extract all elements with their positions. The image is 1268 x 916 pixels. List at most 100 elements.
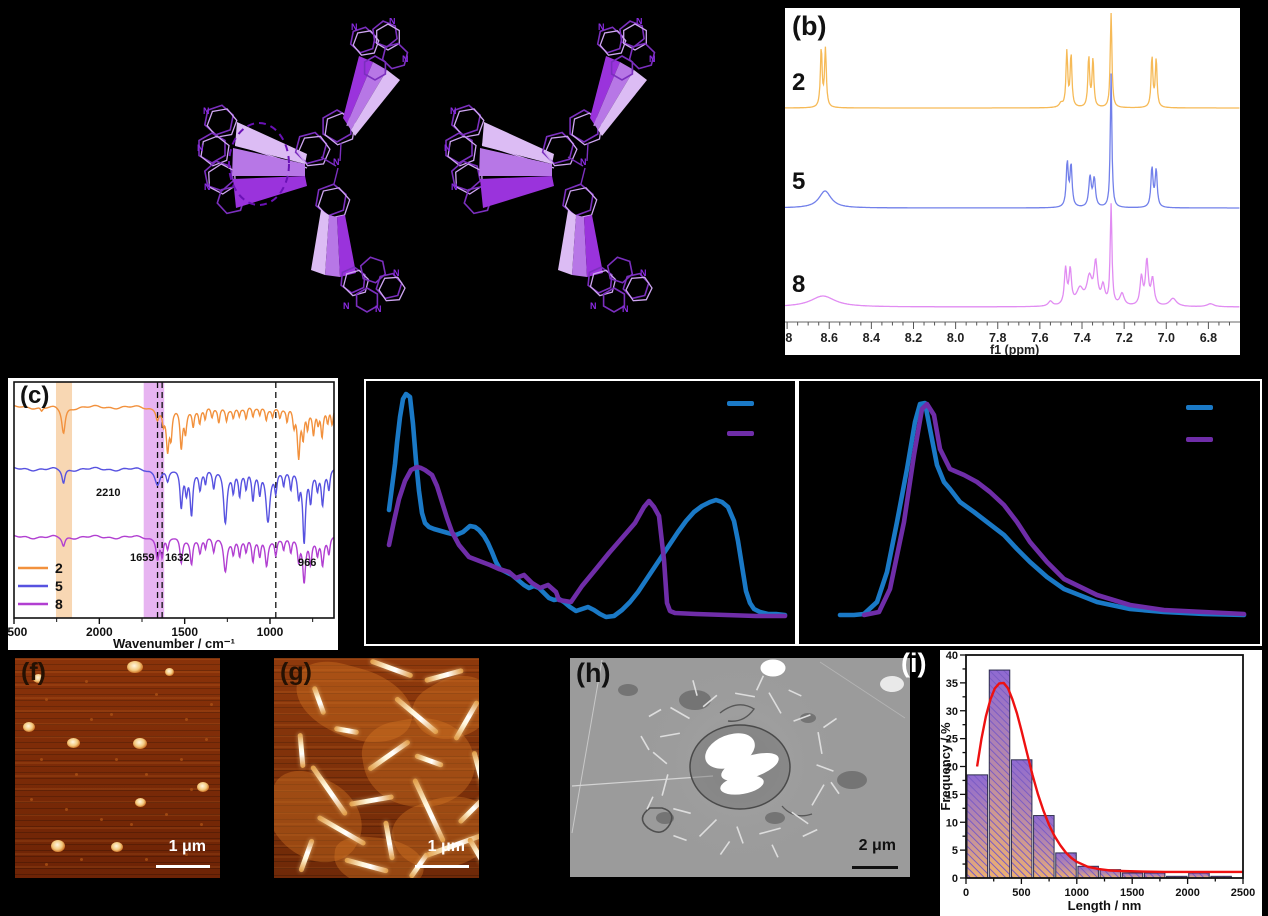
hist-bar [966,774,989,879]
afm-particle [67,738,80,748]
molecule-ring-shadow [447,135,477,167]
sem-nanorod [771,844,779,858]
panel-emission [797,379,1262,646]
sem-dark-patch [800,713,816,723]
nmr-x-tick-label: 8.6 [821,331,838,345]
molecule-ring [445,132,473,164]
sem-dark-patch [656,812,674,824]
sem-nanorod [791,811,809,825]
dashed-highlight-circle [228,122,290,206]
atom-label-N: N [375,304,382,313]
afm-particle [23,722,35,732]
sem-nanorod [768,692,782,714]
panel-g-label: (g) [280,658,312,686]
sem-nanorod [648,708,662,718]
afm-speck [200,823,203,826]
molecule-ring-shadow [625,276,653,302]
sem-nanorod [673,834,687,842]
sem-thread [571,775,714,787]
wedge-dark [233,176,307,208]
afm-1-scalebar-label: 1 μm [168,838,206,855]
hist-x-tick-label: 1500 [1120,887,1144,899]
absorption-legend-swatch-purple [727,431,754,436]
emission-legend-swatch-purple [1186,437,1213,442]
nmr-x-tick-label: 8.0 [947,331,964,345]
afm-speck [75,773,78,776]
ir-x-tick-label: 2000 [86,625,113,639]
sem-bright-crystal [720,775,764,795]
sem-squiggle [719,704,756,722]
hist-x-tick-label: 0 [963,887,969,899]
sem-dark-patch [837,771,867,789]
nmr-x-tick-label: 7.0 [1158,331,1175,345]
molecule-ring-shadow [453,108,485,138]
wedge-mid [325,215,340,277]
nmr-trace-label-8: 8 [792,271,806,298]
hist-y-tick-label: 0 [952,873,958,885]
emission-plot [837,400,1247,618]
afm-1-image [15,658,220,878]
molecule-structure-left: N N N N N N N N N N [197,18,409,313]
hist-fit-curve [975,681,1243,874]
afm-particle [33,674,44,683]
afm-particle [127,661,143,673]
molecule-ring-shadow [200,135,230,167]
ir-annotation-1659: 1659 [130,552,154,564]
molecule-bond [320,156,337,167]
afm-speck [90,718,93,721]
sem-nanorod [673,807,691,815]
afm-nanorod [348,794,395,807]
hist-y-tick-label: 10 [946,817,958,829]
molecule-ring [587,266,613,294]
hist-y-tick-label: 35 [946,678,958,690]
afm-speck [205,738,208,741]
hist-bar [1033,815,1055,879]
panel-afm-2: (g) 1 μm [274,658,479,878]
hist-y-tick-label: 30 [946,706,958,718]
molecule-ring-shadow [599,30,627,56]
sem-nanorod [788,689,802,697]
panel-f-label: (f) [21,658,46,686]
sem-nanorod [735,692,755,698]
absorption_spectra-curve-purple [386,464,788,619]
molecule-bond [339,142,342,162]
molecule-ring-shadow [206,108,238,138]
sem-dark-patch [618,684,638,696]
afm-speck [100,818,103,821]
nmr-x-tick-label: 7.8 [989,331,1006,345]
histogram-plot: 0 5 10 15 20 25 30 35 40 0 500 1000 1500 2000 2500 Leng… [940,650,1255,913]
molecule: N N N N N N N N N N [197,18,409,313]
sem-thread [571,659,603,834]
sem-nanorod [822,717,838,729]
afm-speck [185,853,188,856]
hist-x-tick-label: 2000 [1175,887,1199,899]
nmr-trace-label-5: 5 [792,168,806,195]
afm-speck [85,680,88,683]
ir-plot: 2500 2000 1500 1000 Wavenumber / cm⁻¹ 2210 165… [8,381,335,650]
afm-speck [165,813,168,816]
atom-label-N: N [636,18,643,26]
molecule-bond [567,156,584,167]
ir-x-tick-label: 1500 [171,625,198,639]
hist-y-tick-label: 25 [946,734,958,746]
atom-label-N: N [580,157,587,167]
hist-y-axis-title: Frequency / % [940,722,953,811]
molecule-ring-shadow [623,23,647,51]
nmr-x-tick-label: 8.4 [863,331,880,345]
afm-speck [80,858,83,861]
afm-speck [30,798,33,801]
nmr-x-tick-label: 8.2 [905,331,922,345]
afm-speck [145,858,148,861]
molecule-ring-shadow [297,135,331,167]
sem-bright-blob [759,658,787,678]
afm-particle [135,798,146,807]
molecule-ring [355,287,379,313]
afm-2-scalebar [415,865,469,868]
sem-image [571,658,906,873]
afm-speck [45,698,48,701]
ir-shaded-band [143,382,165,618]
absorption-legend-swatch-blue [727,401,754,406]
atom-label-N: N [197,143,204,153]
hist-bar [988,669,1011,879]
